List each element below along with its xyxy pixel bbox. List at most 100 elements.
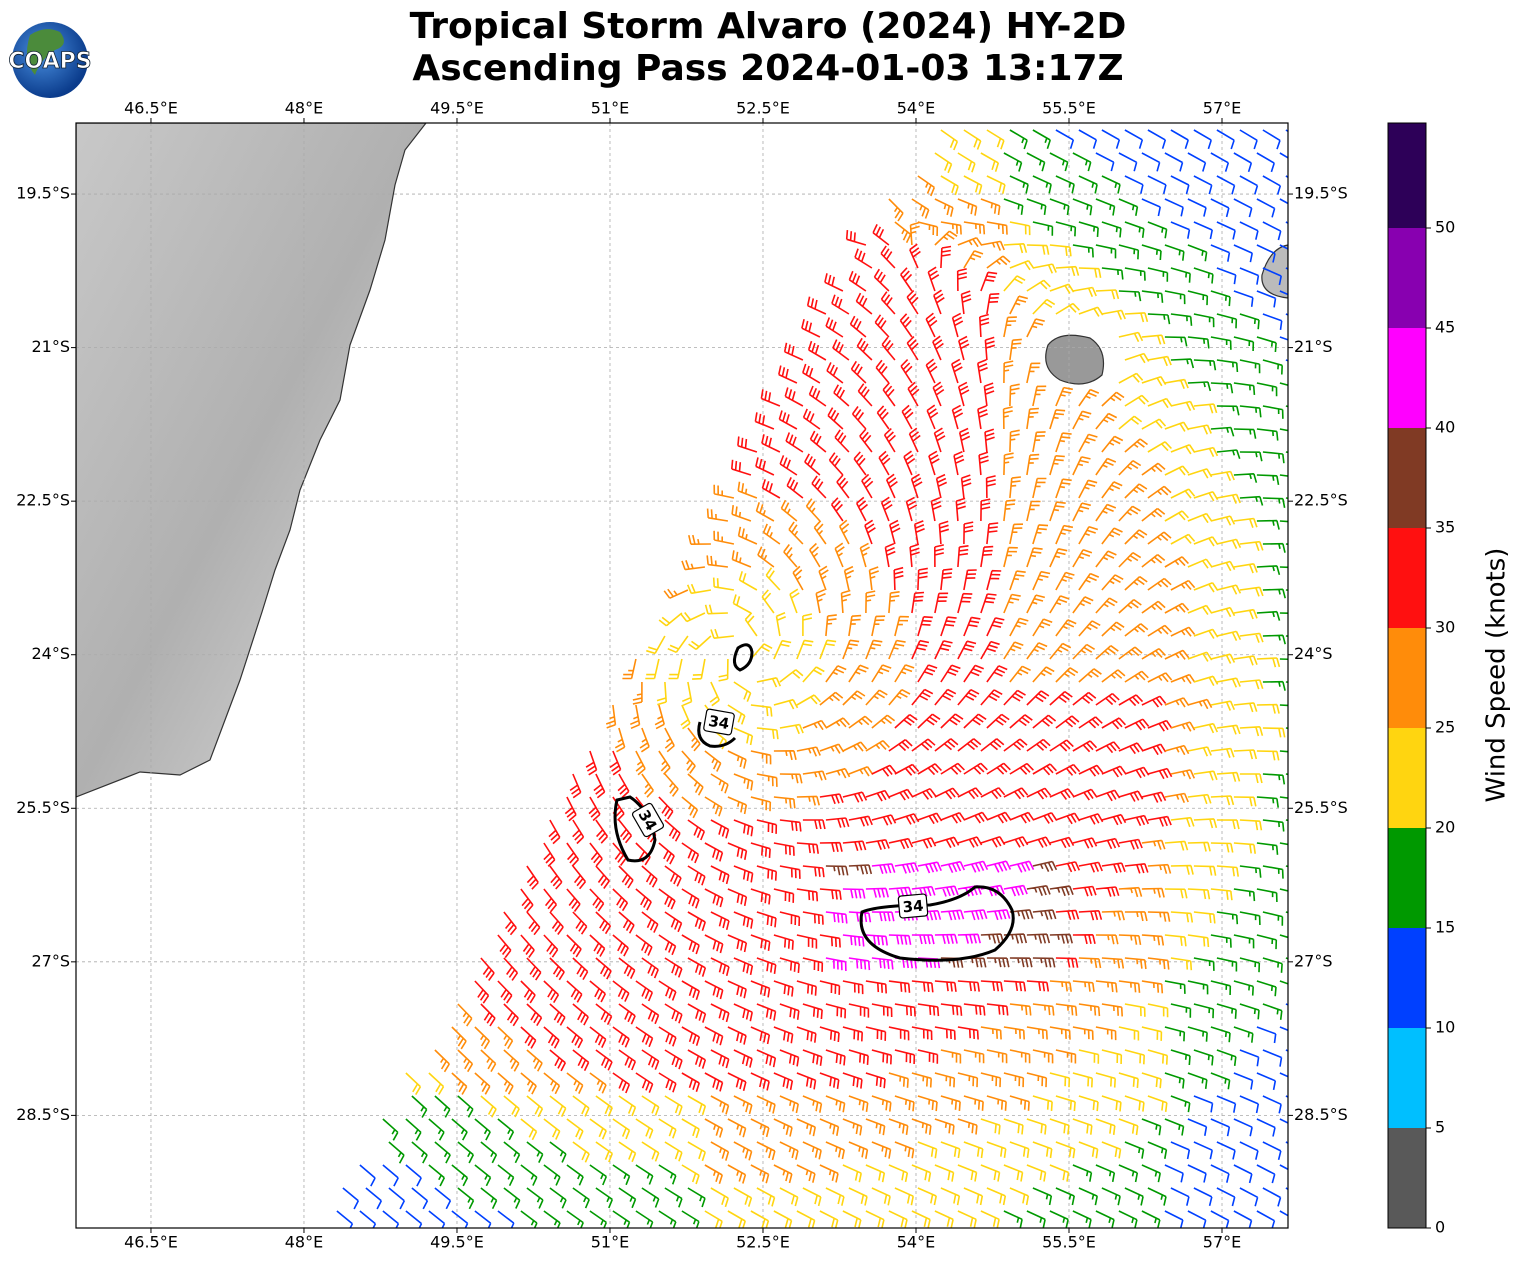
wind-barb (1101, 221, 1122, 238)
wind-barb (888, 837, 914, 850)
wind-barb (1032, 1003, 1055, 1016)
wind-barb (497, 1072, 514, 1095)
wind-barb (980, 1164, 1001, 1182)
wind-barb (934, 1164, 955, 1182)
wind-barb (980, 689, 1003, 706)
wind-barb (934, 198, 954, 217)
wind-barb (1285, 359, 1288, 362)
wind-barb (1003, 316, 1017, 338)
wind-barb (911, 1164, 932, 1182)
wind-barb (1216, 313, 1238, 329)
wind-barb (980, 152, 1000, 172)
wind-barb (1055, 957, 1079, 968)
wind-barb (1285, 773, 1288, 776)
wind-barb (940, 909, 965, 921)
wind-barb (1187, 698, 1213, 710)
wind-barb (1147, 267, 1169, 282)
wind-barb (1170, 533, 1196, 545)
wind-barb (434, 1187, 452, 1210)
wind-barb (755, 502, 775, 522)
wind-barb (1009, 338, 1022, 361)
wind-barb (658, 842, 675, 865)
wind-barb (848, 1003, 870, 1018)
wind-barb (1233, 796, 1257, 807)
wind-barb (1216, 630, 1242, 641)
wind-barb (1009, 617, 1029, 637)
wind-barb (935, 473, 948, 499)
wind-barb (618, 1187, 637, 1209)
island (1261, 244, 1288, 299)
wind-barb (1032, 860, 1058, 872)
wind-barb (1118, 152, 1138, 172)
wind-barb (986, 1095, 1007, 1111)
wind-barb (474, 1072, 491, 1095)
wind-barb (1141, 375, 1167, 387)
wind-barb (917, 763, 942, 776)
wind-barb (1279, 1072, 1288, 1078)
wind-barb (960, 474, 972, 499)
wind-barb (658, 980, 677, 1001)
wind-barb (727, 750, 747, 769)
wind-barb (909, 543, 920, 568)
wind-barb (906, 290, 919, 315)
wind-barb (756, 1003, 777, 1021)
wind-barb (917, 957, 941, 969)
wind-barb (865, 980, 887, 994)
wind-barb (1279, 290, 1288, 296)
wind-barb (1032, 221, 1054, 236)
wind-barb (664, 819, 681, 842)
wind-barb (888, 886, 913, 898)
wind-barb (750, 934, 771, 952)
wind-barb (1279, 1118, 1288, 1124)
wind-barb (1118, 415, 1143, 430)
wind-barb (1210, 980, 1232, 996)
wind-barb (842, 888, 866, 899)
wind-barb (585, 750, 598, 776)
wind-barb (1141, 1210, 1161, 1228)
wind-barb (1187, 152, 1207, 172)
wind-barb (687, 1141, 706, 1162)
wind-barb (520, 934, 535, 958)
wind-barb (1009, 383, 1020, 407)
wind-barb (635, 888, 652, 911)
wind-barb (428, 1210, 446, 1228)
wind-barb (1095, 1026, 1117, 1041)
wind-barb (704, 1164, 723, 1185)
wind-barb (1285, 819, 1288, 822)
wind-barb (773, 842, 795, 856)
y-tick-label: 24°S (31, 644, 70, 663)
wind-barb (1072, 643, 1096, 660)
wind-barb (566, 1210, 584, 1228)
wind-barb (911, 198, 930, 219)
wind-barb (1279, 520, 1288, 523)
wind-barb (750, 888, 771, 905)
wind-barb (825, 817, 850, 828)
wind-barb (709, 681, 720, 707)
wind-barb (359, 1164, 376, 1187)
wind-barb (825, 865, 849, 876)
wind-barb (1118, 1164, 1139, 1183)
wind-barb (687, 1095, 707, 1116)
wind-barb (733, 681, 752, 702)
wind-barb (750, 704, 773, 717)
wind-barb (883, 428, 896, 453)
y-tick-label: 27°S (31, 951, 70, 970)
wind-barb (1170, 911, 1194, 923)
wind-barb (819, 793, 844, 805)
wind-barb (1216, 267, 1237, 285)
wind-barb (1095, 741, 1121, 754)
wind-barb (1147, 355, 1172, 367)
wind-barb (1262, 865, 1284, 879)
wind-barb (819, 980, 841, 995)
wind-barb (934, 544, 944, 568)
wind-barb (681, 1072, 700, 1093)
wind-barb (756, 819, 778, 834)
wind-barb (1187, 604, 1213, 616)
wind-barb (754, 412, 775, 430)
wind-barb (1147, 531, 1172, 545)
wind-barb (888, 1072, 909, 1088)
wind-barb (1164, 198, 1184, 217)
wind-barb (1055, 129, 1075, 149)
wind-barb (940, 860, 966, 874)
wind-barb (980, 271, 998, 292)
